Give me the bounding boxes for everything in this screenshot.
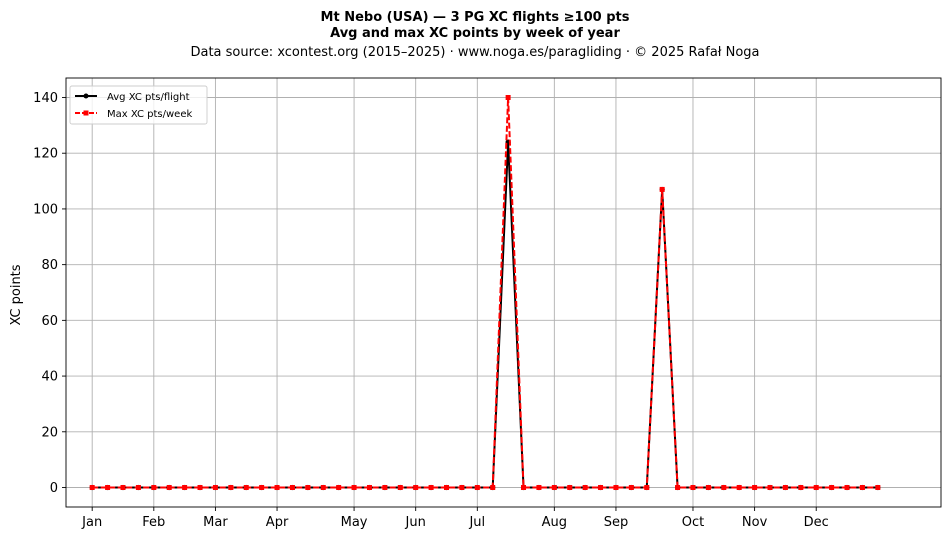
data-point-max bbox=[459, 485, 465, 490]
series-line-max bbox=[92, 96, 878, 489]
data-point-max bbox=[120, 485, 126, 490]
chart-source-note: Data source: xcontest.org (2015–2025) · … bbox=[190, 45, 759, 60]
y-tick-label: 0 bbox=[50, 481, 58, 496]
data-point-max bbox=[582, 485, 588, 490]
data-point-max bbox=[844, 485, 850, 490]
x-tick-label: May bbox=[341, 515, 368, 530]
data-point-max bbox=[228, 485, 234, 490]
plot-frame bbox=[65, 77, 942, 508]
data-point-max bbox=[289, 485, 295, 490]
data-point-max bbox=[474, 485, 480, 490]
data-point-max bbox=[628, 485, 634, 490]
data-point-max bbox=[243, 485, 249, 490]
data-point-max bbox=[521, 485, 527, 490]
data-point-max bbox=[736, 485, 742, 490]
grid bbox=[66, 78, 941, 507]
data-point-max bbox=[259, 485, 265, 490]
y-axis-label: XC points bbox=[9, 264, 24, 325]
data-point-max bbox=[659, 186, 665, 192]
legend-marker-max bbox=[83, 110, 89, 116]
data-point-max bbox=[598, 485, 604, 490]
data-point-max bbox=[505, 95, 511, 100]
x-tick-label: Jun bbox=[405, 515, 426, 530]
series-line-avg bbox=[92, 141, 878, 489]
data-point-max bbox=[875, 485, 881, 490]
y-tick-label: 60 bbox=[41, 314, 58, 329]
x-tick-label: Aug bbox=[542, 515, 567, 530]
x-tick-label: Feb bbox=[142, 515, 165, 530]
x-tick-label: Sep bbox=[604, 515, 629, 530]
x-tick-label: Apr bbox=[266, 515, 289, 530]
series-layer bbox=[89, 95, 881, 491]
data-point-max bbox=[274, 485, 280, 490]
data-point-max bbox=[212, 485, 218, 490]
data-point-max bbox=[182, 485, 188, 490]
y-tick-label: 80 bbox=[41, 258, 58, 273]
y-tick-label: 100 bbox=[33, 202, 58, 217]
x-tick-label: Jul bbox=[468, 515, 485, 530]
x-tick-label: Mar bbox=[203, 515, 228, 530]
x-tick-label: Nov bbox=[742, 515, 768, 530]
data-point-max bbox=[428, 485, 434, 490]
data-point-max bbox=[721, 485, 727, 490]
data-point-max bbox=[366, 485, 372, 490]
data-point-max bbox=[197, 485, 203, 490]
y-tick-label: 20 bbox=[41, 425, 58, 440]
data-point-max bbox=[89, 485, 95, 490]
data-point-max bbox=[536, 485, 542, 490]
data-point-max bbox=[705, 485, 711, 490]
y-tick-label: 120 bbox=[33, 147, 58, 162]
data-point-max bbox=[166, 485, 172, 490]
data-point-max bbox=[551, 485, 557, 490]
data-point-max bbox=[782, 485, 788, 490]
y-axis: 0 20 40 60 80 100 120 140 bbox=[33, 91, 66, 496]
data-point-max bbox=[767, 485, 773, 490]
data-point-max bbox=[382, 485, 388, 490]
data-point-max bbox=[490, 485, 496, 490]
data-point-max bbox=[813, 485, 819, 490]
data-point-max bbox=[151, 485, 157, 490]
data-point-max bbox=[413, 485, 419, 490]
x-axis: Jan Feb Mar Apr May Jun Jul Aug Sep Oct Nov Dec bbox=[81, 507, 829, 530]
data-point-max bbox=[135, 485, 141, 490]
data-point-max bbox=[336, 485, 342, 490]
legend-label-max: Max XC pts/week bbox=[107, 109, 192, 120]
data-point-max bbox=[320, 485, 326, 490]
data-point-max bbox=[690, 485, 696, 490]
y-tick-label: 140 bbox=[33, 91, 58, 106]
data-point-max bbox=[829, 485, 835, 490]
x-tick-label: Dec bbox=[804, 515, 829, 530]
legend: Avg XC pts/flight Max XC pts/week bbox=[69, 85, 208, 125]
data-point-max bbox=[305, 485, 311, 490]
legend-label-avg: Avg XC pts/flight bbox=[107, 92, 190, 103]
chart-subtitle: Avg and max XC points by week of year bbox=[330, 26, 620, 41]
legend-marker-avg bbox=[83, 93, 89, 99]
x-tick-label: Oct bbox=[682, 515, 704, 530]
chart-title: Mt Nebo (USA) — 3 PG XC flights ≥100 pts bbox=[321, 10, 630, 25]
data-point-max bbox=[798, 485, 804, 490]
data-point-max bbox=[105, 485, 111, 490]
x-tick-label: Jan bbox=[81, 515, 102, 530]
data-point-max bbox=[859, 485, 865, 490]
data-point-max bbox=[444, 485, 450, 490]
legend-box bbox=[69, 85, 208, 125]
data-point-max bbox=[397, 485, 403, 490]
data-point-max bbox=[644, 485, 650, 490]
data-point-max bbox=[567, 485, 573, 490]
data-point-max bbox=[351, 485, 357, 490]
data-point-max bbox=[752, 485, 758, 490]
data-point-max bbox=[613, 485, 619, 490]
data-point-max bbox=[675, 485, 681, 490]
y-tick-label: 40 bbox=[41, 370, 58, 385]
